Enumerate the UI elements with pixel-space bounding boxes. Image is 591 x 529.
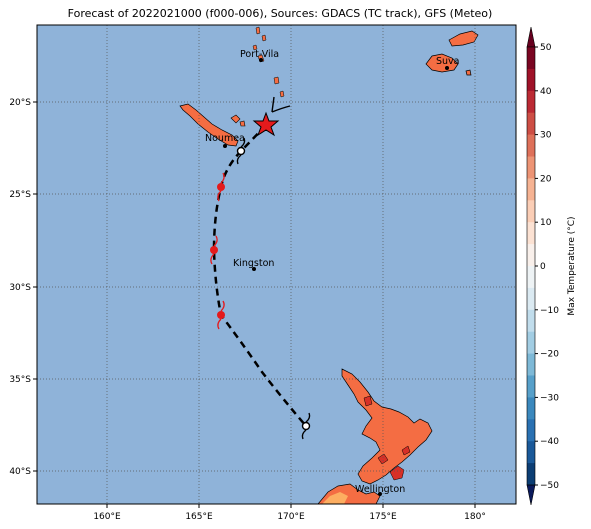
low-symbol-2 — [236, 137, 246, 165]
colorbar-tick-label: 50 — [540, 43, 552, 53]
colorbar-band — [527, 353, 535, 376]
colorbar-band — [527, 156, 535, 179]
colorbar-band — [527, 266, 535, 289]
colorbar-band — [527, 178, 535, 201]
colorbar-band — [527, 287, 535, 311]
track-markers — [210, 96, 311, 440]
storm-symbol-3 — [217, 300, 225, 330]
ocean — [37, 25, 516, 504]
x-axis: 160°E 165°E 170°E 175°E 180° — [93, 504, 486, 522]
city-label-kingston: Kingston — [233, 258, 274, 269]
low-symbol-3 — [301, 412, 311, 440]
x-tick-label: 165°E — [185, 512, 213, 522]
colorbar-bands — [527, 47, 535, 486]
storm-symbol-1 — [217, 172, 225, 202]
storm-symbol-2 — [210, 235, 218, 265]
colorbar-band — [527, 112, 535, 136]
colorbar-band — [527, 68, 535, 92]
x-tick-label: 180° — [464, 512, 486, 522]
vanuatu-islands — [252, 26, 285, 98]
city-label-port-vila: Port-Vila — [240, 49, 279, 60]
colorbar-band — [527, 441, 535, 464]
city-label-wellington: Wellington — [355, 484, 405, 495]
current-position-star — [252, 111, 280, 137]
colorbar-bottom-extend — [526, 484, 536, 506]
x-tick-label: 170°E — [277, 512, 305, 522]
grid-lines — [37, 25, 516, 504]
colorbar-band — [527, 222, 535, 245]
colorbar-band — [527, 200, 535, 223]
fiji-islands — [425, 30, 479, 76]
colorbar-title: Max Temperature (°C) — [567, 216, 577, 315]
low-symbol-1 — [271, 96, 291, 113]
x-tick-label: 160°E — [93, 512, 121, 522]
colorbar-tick-label: −40 — [540, 437, 559, 447]
city-label-suva: Suva — [436, 56, 460, 67]
colorbar: 50 40 30 20 10 0 −10 −20 −30 −40 −50 Max Temperatu… — [526, 26, 577, 506]
colorbar-tick-label: 20 — [540, 174, 552, 184]
colorbar-ticks: 50 40 30 20 10 0 −10 −20 −30 −40 −50 — [535, 43, 559, 491]
map-frame — [36, 24, 517, 505]
colorbar-band — [527, 47, 535, 70]
colorbar-band — [527, 244, 535, 267]
city-markers: Port-Vila Suva Noumea Kingston Wellingto… — [205, 49, 460, 496]
y-tick-label: 40°S — [9, 467, 31, 477]
colorbar-tick-label: −30 — [540, 393, 559, 403]
loyalty-islands — [230, 114, 246, 127]
colorbar-band — [527, 90, 535, 114]
new-caledonia-land — [179, 103, 239, 147]
colorbar-top-extend — [526, 26, 536, 48]
city-dot-suva — [445, 66, 449, 70]
y-tick-label: 20°S — [9, 98, 31, 108]
city-dot-port-vila — [259, 58, 263, 62]
colorbar-band — [527, 375, 535, 398]
colorbar-band — [527, 331, 535, 355]
colorbar-band — [527, 463, 535, 486]
nz-south-warm-region — [322, 492, 348, 504]
city-dot-noumea — [223, 144, 227, 148]
nz-hot-region — [363, 395, 411, 481]
colorbar-band — [527, 309, 535, 333]
y-tick-label: 30°S — [9, 283, 31, 293]
colorbar-tick-label: 10 — [540, 218, 552, 228]
city-label-noumea: Noumea — [205, 133, 245, 144]
colorbar-tick-label: −20 — [540, 350, 559, 360]
y-axis: 20°S 25°S 30°S 35°S 40°S — [9, 98, 37, 477]
city-dot-wellington — [378, 492, 382, 496]
colorbar-tick-label: 40 — [540, 87, 552, 97]
x-tick-label: 175°E — [369, 512, 397, 522]
y-tick-label: 35°S — [9, 375, 31, 385]
map-title: Forecast of 2022021000 (f000-006), Sourc… — [67, 7, 493, 20]
y-tick-label: 25°S — [9, 190, 31, 200]
city-dot-kingston — [252, 267, 256, 271]
colorbar-tick-label: −10 — [540, 306, 559, 316]
colorbar-tick-label: 30 — [540, 131, 552, 141]
colorbar-band — [527, 419, 535, 442]
colorbar-band — [527, 134, 535, 157]
colorbar-tick-label: −50 — [540, 481, 559, 491]
colorbar-band — [527, 397, 535, 420]
colorbar-tick-label: 0 — [540, 262, 546, 272]
